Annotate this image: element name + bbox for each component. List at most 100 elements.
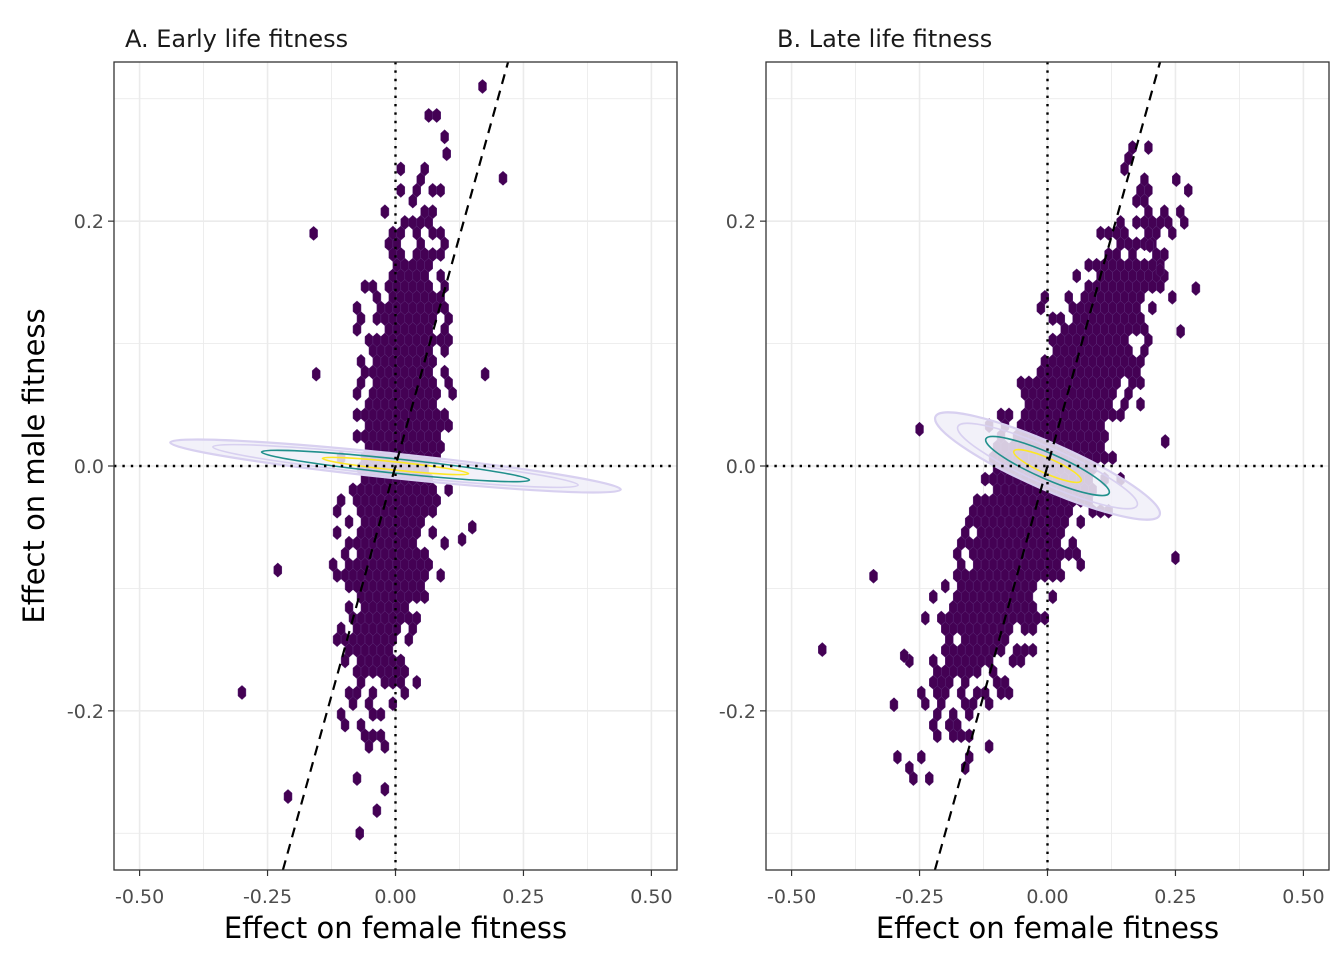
hexbin [344, 514, 354, 530]
outlier-hexbin [1176, 323, 1185, 339]
x-tick-label: 0.50 [630, 886, 672, 908]
outlier-hexbin [498, 170, 508, 186]
outlier-hexbin [889, 697, 899, 713]
outlier-hexbin [818, 642, 827, 658]
hexbin [448, 386, 457, 402]
x-tick-label: 0.00 [1026, 886, 1068, 908]
hexbin [440, 535, 449, 551]
hexbin [964, 706, 974, 722]
hexbin [1028, 621, 1038, 637]
outlier-hexbin [237, 685, 247, 700]
hexbin [980, 471, 990, 487]
hexbin [929, 589, 938, 605]
hexbin [996, 642, 1006, 658]
x-tick-label: -0.25 [895, 886, 944, 908]
axis-ticks: -0.50 -0.25 0.00 0.25 0.50 -0.2 0.0 0.2 [67, 211, 673, 908]
y-tick-label: -0.2 [67, 701, 104, 723]
hexbin [1168, 289, 1177, 305]
hexbin [380, 674, 390, 690]
hexbin [332, 525, 342, 541]
hexbin [1168, 225, 1177, 241]
hexbin [396, 182, 406, 198]
hexbin [440, 129, 449, 145]
y-axis-title: Effect on male fitness [17, 308, 51, 623]
hexbin [352, 321, 362, 337]
hexbin [380, 204, 390, 220]
x-axis-title: Effect on female fitness [224, 911, 567, 945]
axis-ticks: -0.50 -0.25 0.00 0.25 0.50 -0.2 0.0 0.2 [719, 211, 1325, 908]
outlier-hexbin [311, 366, 321, 382]
hexbin [1120, 161, 1129, 177]
y-tick-label: 0.0 [74, 456, 104, 478]
hexbin [440, 343, 449, 359]
hexbin [893, 749, 902, 765]
hexbin [436, 182, 445, 198]
hexbin [428, 503, 437, 519]
x-tick-label: 0.00 [374, 886, 416, 908]
hexbin [1016, 653, 1026, 669]
y-tick-label: -0.2 [719, 701, 756, 723]
hexbin [1076, 557, 1085, 573]
hexbin [404, 632, 414, 648]
hexbin [1144, 140, 1153, 156]
hexbin [340, 717, 350, 733]
hexbin [984, 696, 994, 712]
hexbin [1036, 300, 1046, 316]
hexbin [1116, 407, 1125, 423]
x-tick-label: 0.25 [502, 886, 544, 908]
hexbin [388, 696, 398, 712]
hexbin [1148, 300, 1157, 316]
hexbin [941, 578, 950, 594]
hexbin-layer [237, 79, 508, 841]
outlier-hexbin [478, 79, 487, 94]
hexbin [917, 749, 926, 765]
density-contour [984, 435, 1111, 497]
outlier-hexbin [869, 568, 878, 584]
hexbin [1048, 589, 1058, 605]
x-axis-title: Effect on female fitness [876, 911, 1219, 945]
hexbin [352, 771, 362, 787]
outlier-hexbin [309, 225, 318, 241]
outlier-hexbin [355, 825, 364, 841]
hexbin [420, 589, 429, 605]
hexbin [380, 739, 390, 754]
hexbin [408, 193, 418, 209]
outlier-hexbin [1160, 434, 1170, 449]
panel-title: A. Early life fitness [125, 25, 348, 53]
hexbin [972, 664, 982, 680]
x-tick-label: -0.25 [243, 886, 292, 908]
outlier-hexbin [457, 531, 467, 547]
hexbin [360, 279, 370, 295]
x-tick-label: 0.50 [1282, 886, 1324, 908]
hexbin [412, 674, 421, 690]
hexbin [933, 728, 942, 744]
hexbin [921, 610, 930, 626]
hexbin [925, 771, 934, 787]
density-contour [956, 422, 1139, 510]
hexbin [444, 482, 453, 498]
hexbin [1136, 375, 1145, 391]
outlier-hexbin [1155, 262, 1165, 278]
hexbin [352, 386, 362, 402]
hexbin [348, 696, 358, 712]
y-tick-label: 0.2 [74, 211, 104, 233]
outlier-hexbin [273, 562, 283, 578]
y-tick-label: 0.2 [726, 211, 756, 233]
outlier-hexbin [480, 366, 490, 382]
hexbin [444, 418, 453, 434]
outlier-hexbin [1145, 238, 1155, 254]
outlier-hexbin [915, 421, 924, 437]
reference-lines [766, 61, 1329, 871]
y-tick-label: 0.0 [726, 456, 756, 478]
hexbin [432, 107, 441, 123]
outlier-hexbin [1171, 550, 1180, 566]
hexbin [1184, 182, 1193, 198]
hexbin [1148, 279, 1157, 295]
outlier-hexbin [899, 648, 909, 664]
panel-title: B. Late life fitness [777, 25, 992, 53]
hexbin [921, 696, 930, 712]
hexbin [1076, 514, 1085, 530]
x-tick-label: 0.25 [1154, 886, 1196, 908]
outlier-hexbin [442, 146, 451, 162]
